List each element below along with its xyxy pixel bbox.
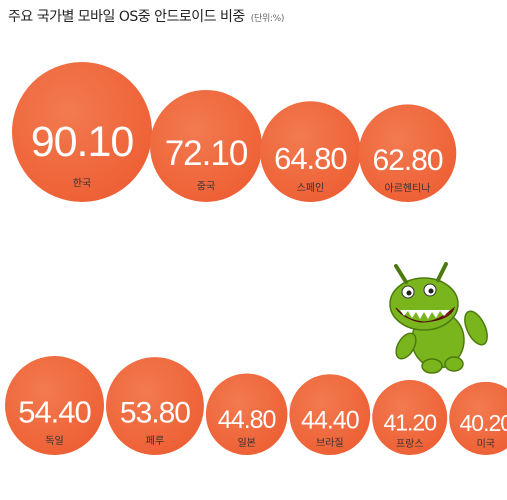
country-label: 중국: [197, 181, 215, 193]
value-label: 40.20: [460, 410, 507, 436]
country-label: 일본: [237, 437, 255, 449]
bubble-한국: [12, 62, 152, 202]
value-label: 64.80: [274, 141, 347, 176]
country-label: 스페인: [297, 182, 325, 194]
country-label: 독일: [45, 435, 63, 447]
country-label: 한국: [73, 178, 91, 190]
bubble-미국: [449, 381, 507, 455]
value-label: 44.40: [301, 406, 359, 434]
bubble-브라질: [289, 374, 371, 455]
chart-title-row: 주요 국가별 모바일 OS중 안드로이드 비중 (단위:%): [8, 6, 284, 26]
country-label: 페루: [146, 435, 164, 447]
value-label: 44.80: [218, 406, 276, 434]
value-label: 41.20: [383, 409, 436, 435]
android-mascot-icon: [389, 262, 488, 374]
country-label: 브라질: [316, 437, 344, 449]
value-label: 54.40: [18, 394, 91, 429]
chart-title: 주요 국가별 모바일 OS중 안드로이드 비중: [8, 9, 245, 25]
unit-label: (단위:%): [250, 14, 285, 24]
bubble-페루: [106, 357, 204, 455]
bubble-일본: [205, 373, 288, 455]
value-label: 62.80: [372, 144, 442, 177]
value-label: 72.10: [165, 134, 248, 173]
country-label: 아르헨티나: [385, 182, 431, 194]
bubble-프랑스: [372, 380, 448, 455]
country-label: 미국: [477, 438, 495, 450]
value-label: 90.10: [31, 118, 134, 166]
bubble-독일: [5, 356, 104, 455]
bubble-중국: [150, 89, 263, 202]
bubble-아르헨티나: [358, 104, 457, 202]
value-label: 53.80: [120, 397, 190, 430]
bubble-스페인: [260, 101, 361, 202]
country-label: 프랑스: [396, 438, 424, 450]
